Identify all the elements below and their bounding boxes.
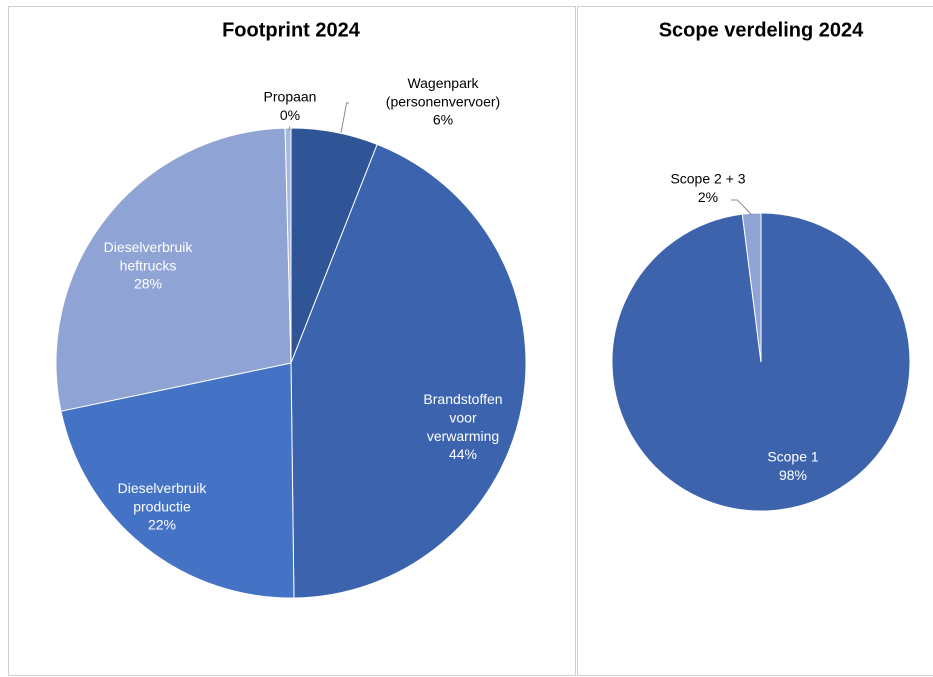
slice-value-label: 44% xyxy=(449,446,477,462)
slice-label: Dieselverbruik heftrucks xyxy=(104,239,194,274)
slice-label: Wagenpark (personenvervoer) xyxy=(386,75,500,110)
slice-value-label: 2% xyxy=(698,189,718,205)
pie-slice xyxy=(290,143,527,599)
slice-value-label: 28% xyxy=(134,276,162,292)
leader-line xyxy=(340,102,349,134)
slice-value-label: 6% xyxy=(433,112,453,128)
slice-label: Propaan xyxy=(264,89,317,105)
pie-slice xyxy=(60,362,295,599)
pie-slice xyxy=(741,212,762,363)
slice-label: Dieselverbruik productie xyxy=(118,480,208,515)
chart-title: Scope verdeling 2024 xyxy=(659,19,864,41)
pie-slice xyxy=(55,127,292,412)
pie-slice xyxy=(284,127,292,364)
slice-value-label: 22% xyxy=(148,517,176,533)
leader-line xyxy=(288,126,291,132)
slice-label: Brandstoffen voor verwarming xyxy=(423,391,502,444)
slice-value-label: 98% xyxy=(779,467,807,483)
leader-line xyxy=(731,199,753,216)
slice-label: Scope 2 + 3 xyxy=(670,171,745,187)
slice-label: Scope 1 xyxy=(767,449,819,465)
chart-title: Footprint 2024 xyxy=(222,19,361,41)
slice-value-label: 0% xyxy=(280,107,300,123)
